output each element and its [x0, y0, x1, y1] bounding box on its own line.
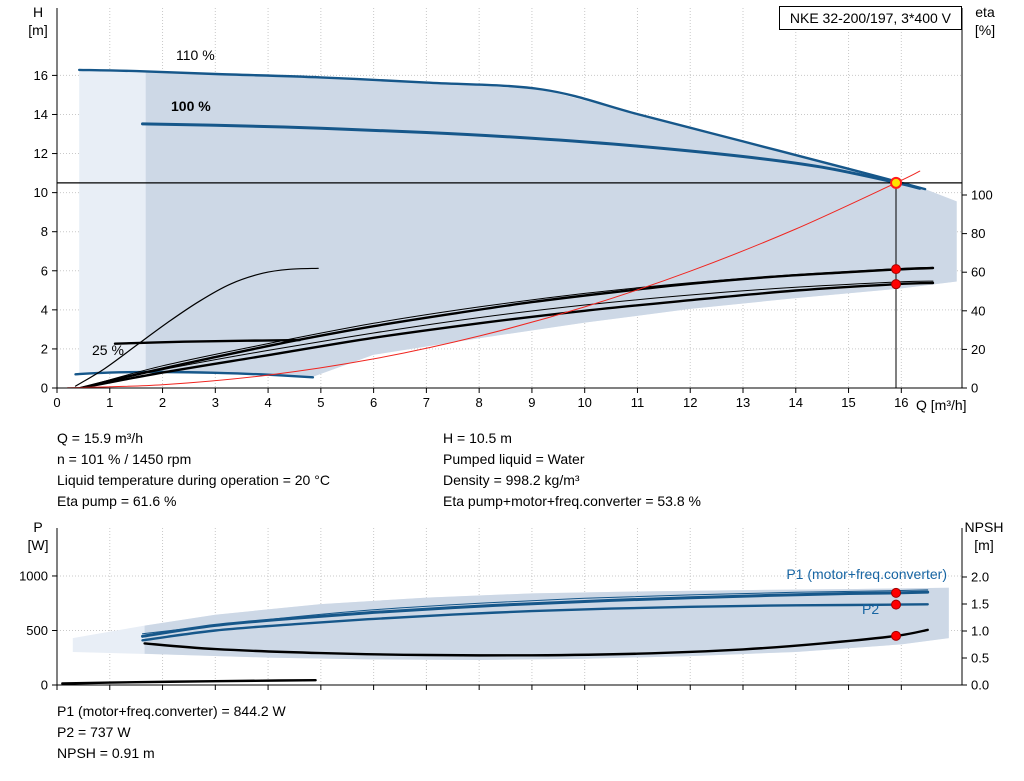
- tick-label: 5: [317, 395, 324, 410]
- info-line-head: H = 10.5 m: [443, 430, 512, 446]
- duty-info-left: Q = 15.9 m³/h n = 101 % / 1450 rpm Liqui…: [57, 428, 330, 512]
- info-line-eta-pump: Eta pump = 61.6 %: [57, 493, 177, 509]
- tick-label: 2.0: [971, 569, 989, 584]
- npsh-axis-symbol: NPSH: [964, 519, 1004, 535]
- tick-label: 12: [34, 146, 48, 161]
- speed-label-110: 110 %: [176, 47, 215, 63]
- tick-label: 0: [41, 678, 48, 693]
- tick-label: 2: [159, 395, 166, 410]
- tick-label: 0.0: [971, 678, 989, 693]
- tick-label: 14: [34, 107, 48, 122]
- tick-label: 60: [971, 265, 985, 280]
- p2-curve: [141, 603, 929, 642]
- system-curve: [67, 170, 921, 388]
- tick-label: 2: [41, 341, 48, 356]
- speed-label-25: 25 %: [92, 342, 124, 358]
- speed-label-100: 100 %: [171, 98, 211, 114]
- speed-curve-100: [141, 122, 922, 190]
- npsh-axis-unit: [m]: [974, 537, 994, 553]
- eta-pump-point: [891, 264, 902, 275]
- eta-total-curve: [79, 281, 935, 388]
- tick-label: 7: [423, 395, 430, 410]
- eta-axis-label: eta [%]: [962, 3, 1008, 39]
- power-axis-unit: [W]: [27, 537, 49, 553]
- power-npsh-info: P1 (motor+freq.converter) = 844.2 W P2 =…: [57, 701, 286, 764]
- pump-title-box: NKE 32-200/197, 3*400 V: [778, 6, 962, 30]
- hq-chart-plot-area: [57, 8, 962, 388]
- info-line-p2: P2 = 737 W: [57, 724, 131, 740]
- head-axis-symbol: H: [32, 4, 44, 20]
- p1-curve-label: P1 (motor+freq.converter): [786, 566, 947, 582]
- tick-label: 4: [41, 302, 48, 317]
- tick-label: 16: [34, 68, 48, 83]
- head-axis-label: H [m]: [20, 3, 56, 39]
- tick-label: 3: [212, 395, 219, 410]
- tick-label: 8: [476, 395, 483, 410]
- operating-envelope: [145, 71, 957, 377]
- tick-label: 100: [971, 188, 993, 203]
- tick-label: 6: [41, 263, 48, 278]
- tick-label: 15: [841, 395, 855, 410]
- tick-label: 13: [736, 395, 750, 410]
- tick-label: 10: [577, 395, 591, 410]
- duty-point: [890, 176, 903, 189]
- info-line-speed: n = 101 % / 1450 rpm: [57, 451, 192, 467]
- tick-label: 0: [971, 381, 978, 396]
- eta-axis-symbol: eta: [975, 4, 995, 20]
- info-line-temperature: Liquid temperature during operation = 20…: [57, 472, 330, 488]
- tick-label: 80: [971, 226, 985, 241]
- eta-axis-unit: [%]: [974, 22, 996, 38]
- p2-point: [891, 599, 902, 610]
- flow-axis-label: Q [m³/h]: [916, 397, 967, 413]
- info-line-flow: Q = 15.9 m³/h: [57, 430, 143, 446]
- p-curve-25: [61, 679, 317, 685]
- info-line-npsh: NPSH = 0.91 m: [57, 745, 155, 761]
- p1-curve: [141, 590, 930, 638]
- tick-label: 1.5: [971, 596, 989, 611]
- power-npsh-chart-plot-area: [57, 528, 962, 685]
- tick-label: 6: [370, 395, 377, 410]
- tick-label: 40: [971, 303, 985, 318]
- eta-curve-small: [74, 267, 319, 387]
- npsh-point: [891, 630, 902, 641]
- info-line-eta-total: Eta pump+motor+freq.converter = 53.8 %: [443, 493, 701, 509]
- tick-label: 4: [264, 395, 271, 410]
- eta-total-curve-thin: [80, 280, 934, 388]
- tick-label: 500: [26, 623, 48, 638]
- tick-label: 1: [106, 395, 113, 410]
- npsh-curve: [143, 628, 929, 657]
- tick-label: 0: [53, 395, 60, 410]
- tick-label: 20: [971, 342, 985, 357]
- eta-curve-25: [113, 338, 301, 345]
- tick-label: 11: [631, 395, 645, 410]
- eta-pump-curve: [79, 266, 935, 388]
- p1-point: [891, 587, 902, 598]
- power-envelope: [144, 587, 949, 660]
- power-axis-label: P [W]: [20, 518, 56, 554]
- info-line-liquid: Pumped liquid = Water: [443, 451, 585, 467]
- tick-label: 0: [41, 381, 48, 396]
- eta-pump-curve-thin: [80, 266, 934, 388]
- duty-info-right: H = 10.5 m Pumped liquid = Water Density…: [443, 428, 701, 512]
- eta-total-point: [891, 279, 902, 290]
- npsh-axis-label: NPSH [m]: [956, 518, 1012, 554]
- head-axis-unit: [m]: [28, 22, 48, 38]
- tick-label: 1.0: [971, 623, 989, 638]
- tick-label: 8: [41, 224, 48, 239]
- tick-label: 10: [34, 185, 48, 200]
- tick-label: 9: [528, 395, 535, 410]
- tick-label: 14: [789, 395, 803, 410]
- power-axis-symbol: P: [33, 519, 43, 535]
- tick-label: 0.5: [971, 650, 989, 665]
- info-line-p1: P1 (motor+freq.converter) = 844.2 W: [57, 703, 286, 719]
- info-line-density: Density = 998.2 kg/m³: [443, 472, 580, 488]
- p2-curve-label: P2: [862, 601, 880, 617]
- tick-label: 1000: [19, 568, 48, 583]
- tick-label: 12: [683, 395, 697, 410]
- speed-curve-110: [78, 68, 927, 191]
- tick-label: 16: [894, 395, 908, 410]
